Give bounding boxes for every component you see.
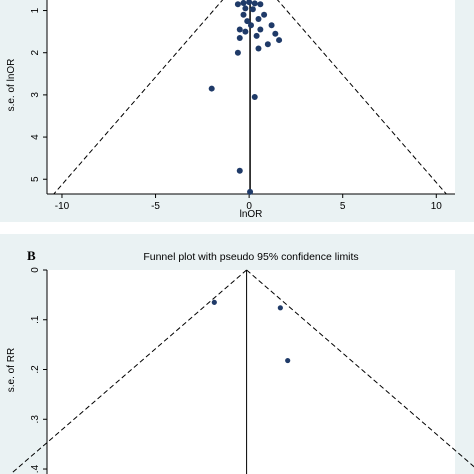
panel-b-y-tick-label: .4: [30, 464, 41, 473]
panel-b-y-tick-label: 0: [30, 267, 41, 273]
panel-a-right-confidence-limit: [276, 0, 447, 195]
panel-b-left-confidence-limit: [10, 269, 247, 474]
panel-a-study-point: [255, 15, 262, 22]
panel-a-x-axis-title: lnOR: [240, 209, 263, 220]
panel-a-study-point: [236, 26, 243, 33]
panel-b-study-point: [277, 305, 283, 311]
panel-a-study-point: [242, 5, 249, 12]
panel-b-plot-area: [47, 270, 455, 474]
panel-a-study-point: [240, 0, 247, 6]
panel-a-study-point: [257, 1, 264, 8]
panel-b-y-tick-label: .1: [30, 315, 41, 324]
panel-a-study-point: [251, 0, 258, 7]
panel-b-letter: B: [27, 248, 36, 263]
panel-a-study-point: [234, 49, 241, 56]
panel-b-study-point: [285, 357, 291, 364]
panel-b-funnel-plot: B Funnel plot with pseudo 95% confidence…: [6, 248, 474, 474]
panel-a-x-tick-label: 5: [340, 201, 346, 212]
panel-b-y-tick-label: .3: [30, 415, 41, 424]
panel-a-study-point: [255, 45, 262, 52]
panel-a-plot-area: [47, 0, 455, 194]
panel-a-x-tick-label: 0: [246, 201, 252, 212]
panel-a-study-point: [244, 18, 251, 25]
panel-a-study-point: [257, 26, 264, 33]
panel-a-study-point: [247, 188, 254, 195]
panel-a-study-point: [236, 167, 243, 174]
panel-b-right-confidence-limit: [246, 269, 474, 468]
panel-a-y-tick-label: 2: [30, 49, 41, 55]
panel-a-study-point: [253, 32, 260, 39]
panel-a-study-point: [248, 22, 254, 29]
panel-a-y-tick-label: 4: [30, 134, 41, 140]
panel-b-y-axis-title: s.e. of RR: [6, 348, 17, 392]
panel-a-study-point: [261, 11, 268, 18]
panel-a-study-point: [246, 0, 253, 6]
panel-a-x-tick-label: -10: [55, 201, 70, 212]
panel-a-study-point: [276, 37, 283, 44]
panel-a-funnel-plot: -10 -5 0 5 10 1 2 3 4 5 lnOR s.e. of lnOR: [6, 0, 455, 220]
panel-gap: [0, 222, 474, 234]
panel-a-y-tick-label: 5: [30, 176, 41, 182]
panel-a-study-point: [208, 85, 215, 92]
panel-a-study-point: [242, 28, 249, 35]
panel-a-study-point: [272, 30, 279, 37]
panel-b-y-tick-label: .2: [30, 365, 41, 374]
panel-a-left-confidence-limit: [53, 0, 224, 195]
panel-a-study-point: [251, 94, 258, 100]
panel-b-study-point: [211, 299, 217, 305]
panel-a-x-tick-label: 10: [431, 201, 443, 212]
panel-b-title: Funnel plot with pseudo 95% confidence l…: [143, 251, 358, 263]
panel-a-study-point: [249, 6, 256, 13]
panel-a-study-point: [240, 11, 247, 18]
panel-a-y-tick-label: 3: [30, 92, 41, 98]
panel-a-y-tick-label: 1: [30, 7, 41, 13]
panel-a-study-point: [268, 22, 275, 29]
panel-a-y-axis-title: s.e. of lnOR: [6, 59, 17, 112]
panel-a-study-point: [264, 41, 271, 48]
panel-a-study-point: [234, 1, 241, 8]
panel-a-study-point: [236, 34, 243, 41]
panel-a-x-tick-label: -5: [151, 201, 160, 212]
